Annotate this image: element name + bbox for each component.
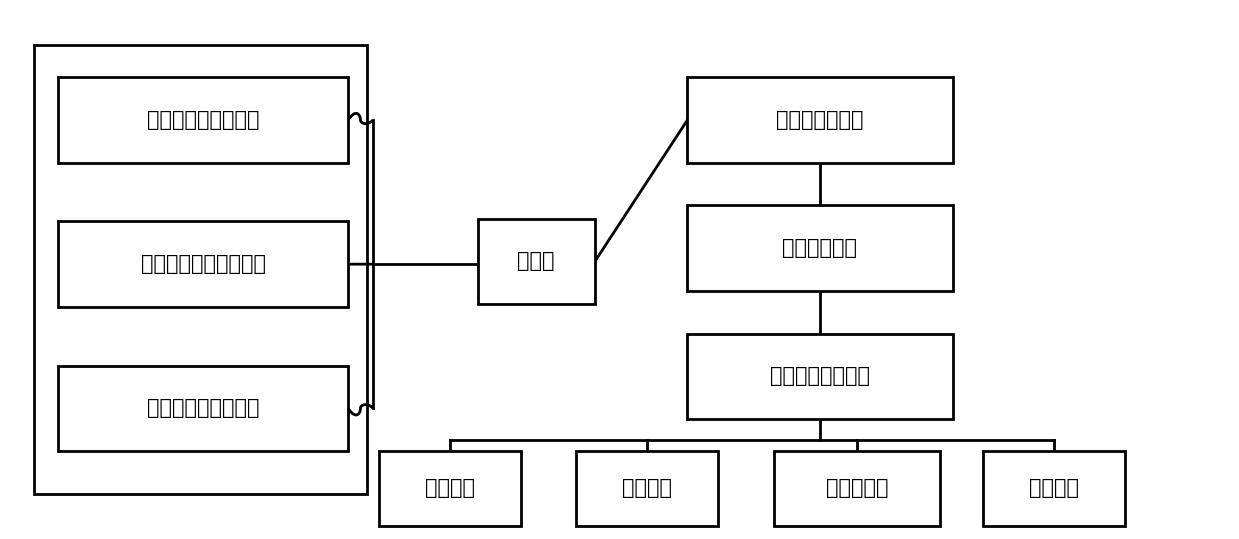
Text: 应力监测: 应力监测 [622,478,673,498]
FancyBboxPatch shape [773,451,940,526]
Text: 结构损伤: 结构损伤 [1030,478,1079,498]
FancyBboxPatch shape [984,451,1125,526]
FancyBboxPatch shape [379,451,520,526]
FancyBboxPatch shape [688,205,953,291]
FancyBboxPatch shape [58,365,348,451]
FancyBboxPatch shape [58,222,348,307]
FancyBboxPatch shape [688,78,953,163]
Text: 数据处理模块: 数据处理模块 [783,238,857,258]
FancyBboxPatch shape [576,451,719,526]
Text: 加速度监测: 加速度监测 [825,478,888,498]
Text: 光纤光栅解调仪: 光纤光栅解调仪 [776,110,864,130]
Text: 接线盒: 接线盒 [518,252,555,272]
Text: 健康监测评估系统: 健康监测评估系统 [769,366,870,386]
Text: 光纤光栅温度传感器: 光纤光栅温度传感器 [147,398,259,418]
FancyBboxPatch shape [33,45,367,494]
FancyBboxPatch shape [688,334,953,419]
Text: 光纤光栅加速度传感器: 光纤光栅加速度传感器 [141,254,265,274]
FancyBboxPatch shape [58,78,348,163]
Text: 应变监测: 应变监测 [425,478,475,498]
FancyBboxPatch shape [478,219,595,304]
Text: 光纤光栅应变传感器: 光纤光栅应变传感器 [147,110,259,130]
